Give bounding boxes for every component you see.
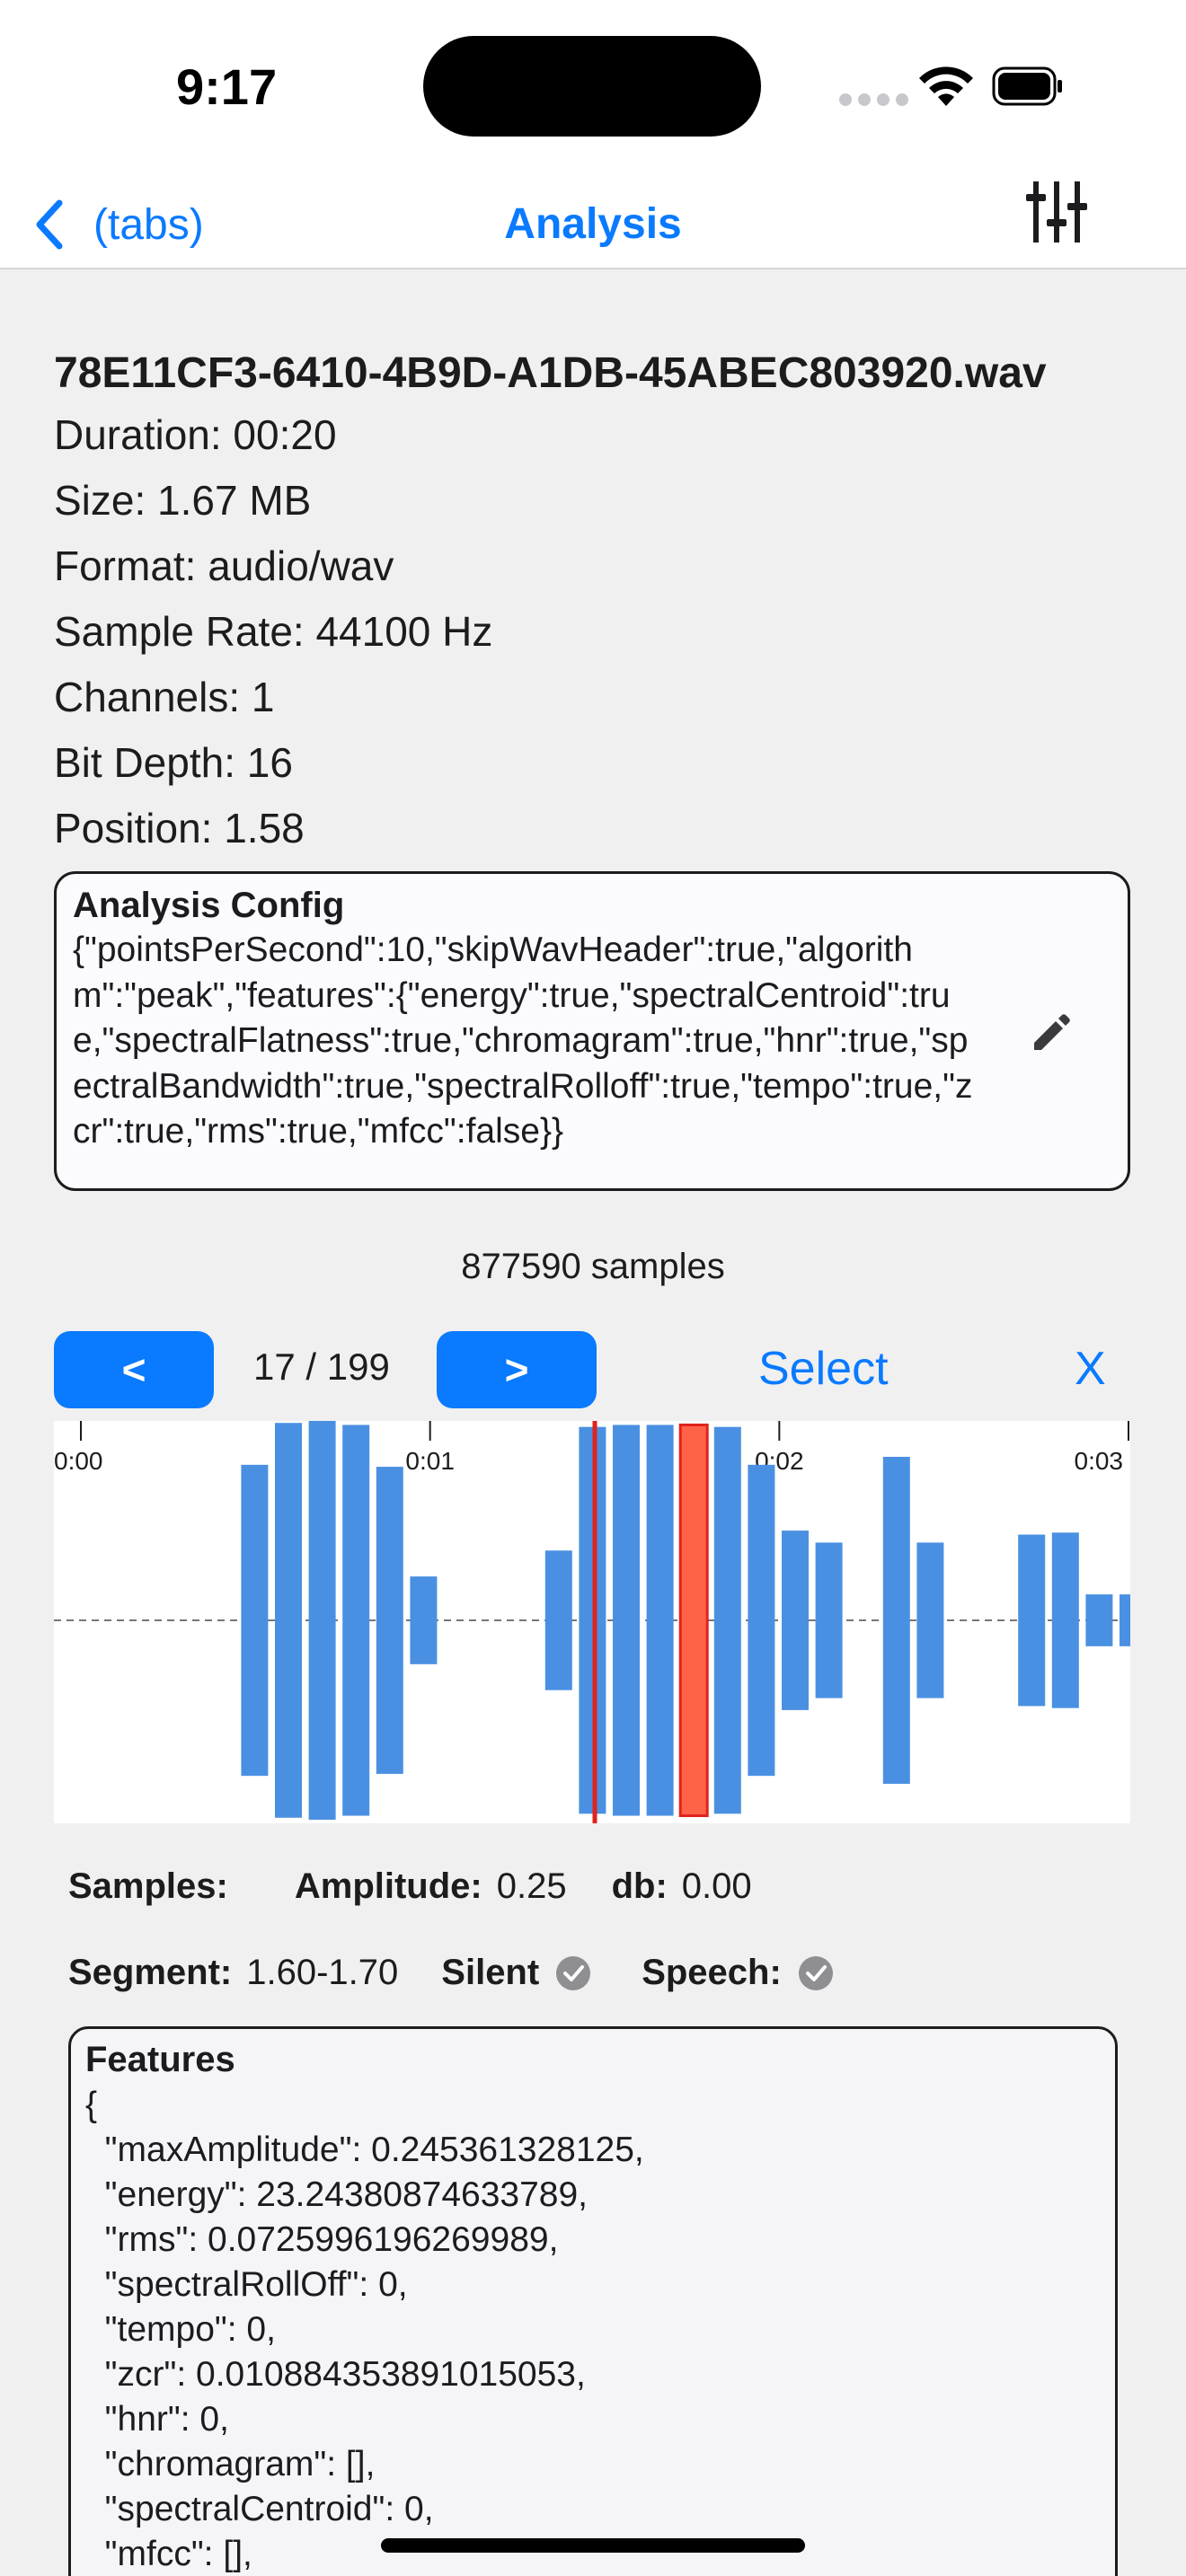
waveform-bar[interactable] — [275, 1423, 302, 1818]
segment-value: 1.60-1.70 — [246, 1953, 399, 1992]
sliders-settings-icon[interactable] — [1024, 180, 1089, 244]
cellular-signal-icon — [839, 93, 915, 110]
waveform-bar[interactable] — [815, 1542, 843, 1698]
features-line: "mfcc": [], — [85, 2535, 252, 2573]
features-title: Features — [85, 2040, 235, 2079]
edit-pencil-icon[interactable] — [1029, 1009, 1075, 1055]
home-indicator[interactable] — [381, 2538, 805, 2553]
waveform-bar[interactable] — [748, 1464, 775, 1777]
status-time: 9:17 — [176, 58, 278, 115]
waveform-bar[interactable] — [308, 1421, 336, 1820]
page-indicator: 17 / 199 — [253, 1345, 390, 1388]
waveform-bar[interactable] — [376, 1467, 403, 1774]
file-channels: Channels: 1 — [54, 674, 275, 720]
previous-page-button[interactable]: < — [54, 1331, 214, 1408]
analysis-config-json: {"pointsPerSecond":10,"skipWavHeader":tr… — [73, 931, 973, 1151]
features-line: "spectralCentroid": 0, — [85, 2490, 434, 2528]
features-line: "hnr": 0, — [85, 2400, 229, 2439]
samples-count: 877590 samples — [461, 1247, 725, 1286]
features-line: "energy": 23.24380874633789, — [85, 2175, 588, 2214]
waveform-bar[interactable] — [782, 1531, 809, 1710]
samples-label: Samples: — [68, 1866, 228, 1906]
file-bit-depth: Bit Depth: 16 — [54, 739, 293, 786]
features-line: "maxAmplitude": 0.245361328125, — [85, 2130, 644, 2169]
waveform-bar[interactable] — [613, 1425, 640, 1816]
waveform-bar[interactable] — [646, 1425, 674, 1816]
back-button[interactable]: (tabs) — [32, 198, 204, 251]
features-card: Features { "maxAmplitude": 0.24536132812… — [68, 2026, 1118, 2576]
speech-label: Speech: — [642, 1953, 782, 1992]
file-size: Size: 1.67 MB — [54, 477, 312, 524]
file-sample-rate: Sample Rate: 44100 Hz — [54, 608, 493, 655]
waveform-bar[interactable] — [916, 1542, 944, 1698]
analysis-config-card: Analysis Config {"pointsPerSecond":10,"s… — [54, 871, 1130, 1191]
file-format: Format: audio/wav — [54, 543, 394, 589]
file-name: 78E11CF3-6410-4B9D-A1DB-45ABEC803920.wav — [54, 349, 1047, 397]
waveform-bar[interactable] — [1120, 1594, 1130, 1646]
back-button-label: (tabs) — [93, 200, 204, 249]
features-line: "rms": 0.0725996196269989, — [85, 2220, 559, 2259]
sample-stats-row: Samples: Amplitude: 0.25 db: 0.00 — [68, 1866, 797, 1907]
analysis-config-title: Analysis Config — [73, 886, 345, 925]
waveform-bar[interactable] — [342, 1425, 370, 1816]
db-label: db: — [611, 1866, 668, 1906]
waveform-bar[interactable] — [713, 1426, 741, 1814]
db-value: 0.00 — [681, 1866, 752, 1906]
time-tick-label: 0:03 — [1075, 1447, 1124, 1475]
waveform-bar[interactable] — [1051, 1532, 1079, 1708]
select-button[interactable]: Select — [758, 1343, 889, 1395]
amplitude-label: Amplitude: — [294, 1866, 482, 1906]
waveform-bar[interactable] — [1018, 1534, 1046, 1707]
waveform-bar[interactable] — [579, 1426, 606, 1814]
time-tick-label: 0:00 — [54, 1447, 103, 1475]
waveform-bar[interactable] — [410, 1576, 438, 1664]
close-button[interactable]: X — [1075, 1343, 1106, 1395]
file-duration: Duration: 00:20 — [54, 411, 337, 458]
amplitude-value: 0.25 — [496, 1866, 567, 1906]
waveform-chart[interactable]: 0:00 0:01 0:02 0:03 — [54, 1421, 1130, 1823]
waveform-bar[interactable] — [882, 1456, 910, 1785]
waveform-selected-bar[interactable] — [678, 1423, 709, 1818]
features-line: "spectralRollOff": 0, — [85, 2265, 408, 2304]
page-title: Analysis — [504, 200, 682, 248]
waveform-bar[interactable] — [241, 1464, 269, 1777]
segment-label: Segment: — [68, 1953, 233, 1992]
features-line: "zcr": 0.010884353891015053, — [85, 2355, 586, 2394]
features-line: "chromagram": [], — [85, 2445, 376, 2483]
dynamic-island — [423, 36, 761, 137]
file-info: 78E11CF3-6410-4B9D-A1DB-45ABEC803920.wav… — [54, 345, 1132, 861]
status-bar: 9:17 — [0, 0, 1186, 180]
silent-label: Silent — [441, 1953, 540, 1992]
navigation-bar: (tabs) Analysis — [0, 180, 1186, 269]
next-page-button[interactable]: > — [437, 1331, 597, 1408]
features-line: "tempo": 0, — [85, 2310, 276, 2349]
battery-icon — [992, 66, 1062, 106]
wifi-icon — [919, 66, 973, 106]
speech-check-icon — [798, 1955, 833, 1990]
waveform-bar[interactable] — [544, 1550, 572, 1690]
time-tick-label: 0:01 — [405, 1447, 455, 1475]
file-position: Position: 1.58 — [54, 805, 305, 851]
waveform-view[interactable]: 0:00 0:01 0:02 0:03 — [54, 1421, 1130, 1823]
segment-stats-row: Segment: 1.60-1.70 Silent Speech: — [68, 1953, 884, 1993]
chevron-left-icon — [36, 199, 63, 250]
features-line: { — [85, 2086, 98, 2124]
silent-check-icon — [556, 1955, 591, 1990]
waveform-bar[interactable] — [1085, 1594, 1113, 1646]
